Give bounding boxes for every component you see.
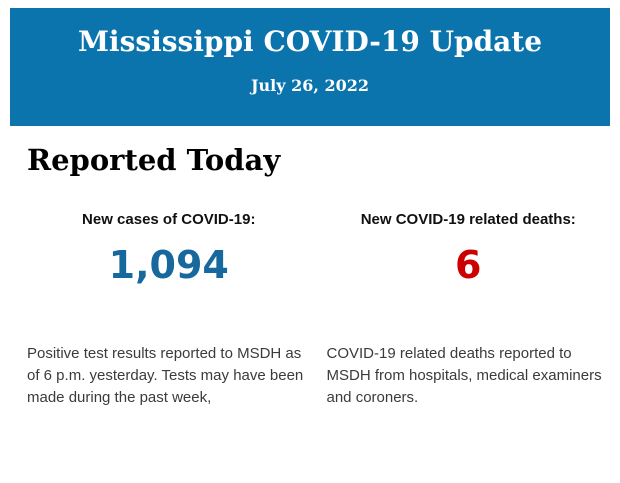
new-cases-value: 1,094 xyxy=(108,243,229,287)
new-cases-label: New cases of COVID-19: xyxy=(82,211,256,228)
page-title: Mississippi COVID-19 Update xyxy=(77,25,543,58)
new-deaths-label: New COVID-19 related deaths: xyxy=(360,211,576,228)
new-deaths-value: 6 xyxy=(455,243,482,287)
stat-card-new-deaths: New COVID-19 related deaths: 6 COVID-19 … xyxy=(327,211,611,409)
new-cases-description: Positive test results reported to MSDH a… xyxy=(27,345,304,406)
header-banner: Mississippi COVID-19 Update July 26, 202… xyxy=(10,8,610,126)
stats-row: New cases of COVID-19: 1,094 Positive te… xyxy=(0,211,620,409)
new-deaths-description: COVID-19 related deaths reported to MSDH… xyxy=(326,345,602,406)
section-heading: Reported Today xyxy=(27,143,281,177)
stat-card-new-cases: New cases of COVID-19: 1,094 Positive te… xyxy=(27,211,311,409)
report-date: July 26, 2022 xyxy=(250,76,370,95)
